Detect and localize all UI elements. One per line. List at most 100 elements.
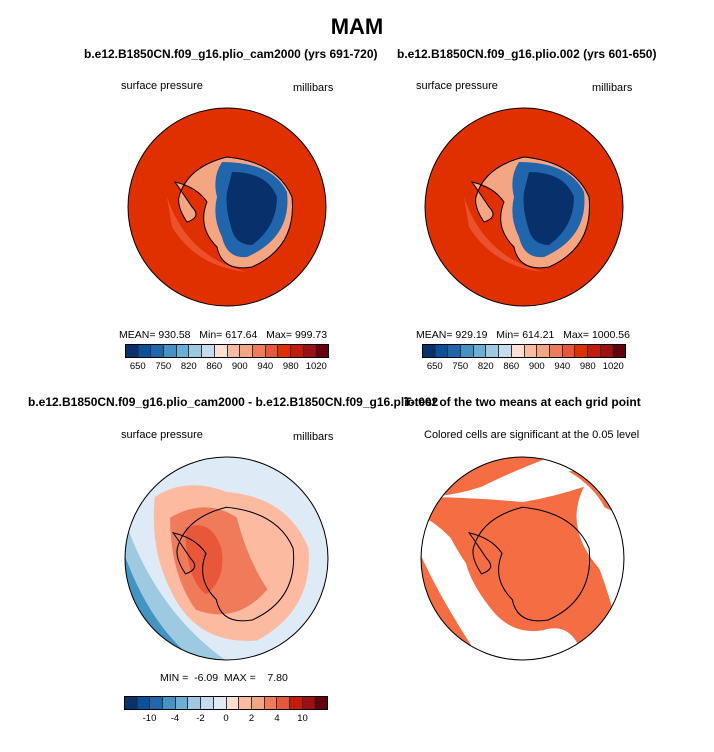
colorbar-tick-label: 940: [554, 361, 571, 372]
colorbar-swatch-14: [302, 697, 316, 709]
map-border: [424, 107, 624, 307]
coastline: [468, 506, 591, 622]
colorbar-tick-label: 900: [231, 361, 248, 372]
map-border: [420, 456, 625, 661]
panel-3-colorbar-ticks: -10 -4 -2 0 2 4 10: [124, 713, 328, 725]
panel-1-map: [127, 107, 327, 307]
colorbar-swatch-6: [202, 345, 215, 357]
colorbar-tick-label: 2: [248, 713, 255, 724]
colorbar-swatch-15: [613, 345, 625, 357]
panel-2-variable-label: surface pressure: [416, 80, 498, 92]
colorbar-swatch-4: [176, 345, 190, 357]
coastline: [172, 506, 295, 622]
colorbar-tick-label: 750: [452, 361, 469, 372]
panel-3-units-label: millibars: [293, 431, 334, 443]
panel-2-colorbar-ticks: 650 750 820 860 900 940 980 1020: [422, 361, 626, 373]
colorbar-swatch-0: [126, 345, 139, 357]
colorbar-swatch-2: [151, 345, 165, 357]
colorbar-swatch-0: [423, 345, 436, 357]
significant-cells: [421, 486, 624, 660]
colorbar-swatch-11: [265, 345, 279, 357]
colorbar-tick-label: 980: [282, 361, 299, 372]
colorbar-swatch-8: [524, 345, 538, 357]
figure-title: MAM: [330, 14, 384, 39]
panel-1-colorbar-ticks: 650 750 820 860 900 940 980 1020: [125, 361, 329, 373]
colorbar-swatch-7: [213, 697, 227, 709]
colorbar-swatch-5: [486, 345, 500, 357]
colorbar-tick-label: 750: [155, 361, 172, 372]
colorbar-tick-label: 980: [579, 361, 596, 372]
colorbar-swatch-9: [240, 345, 253, 357]
colorbar-tick-label: 860: [206, 361, 223, 372]
panel-3-map: [124, 456, 329, 661]
map-border: [124, 456, 329, 661]
colorbar-tick-label: 0: [223, 713, 229, 724]
colorbar-swatch-12: [575, 345, 588, 357]
map-border: [127, 107, 327, 307]
plateau-min: [226, 172, 277, 245]
panel-1-variable-label: surface pressure: [121, 80, 203, 92]
colorbar-swatch-13: [289, 697, 303, 709]
colorbar-tick-label: 820: [180, 361, 197, 372]
colorbar-tick-label: 900: [528, 361, 545, 372]
colorbar-tick-label: 820: [477, 361, 494, 372]
colorbar-swatch-8: [226, 697, 240, 709]
colorbar-swatch-10: [252, 345, 266, 357]
panel-2-map: [424, 107, 624, 307]
panel-3-stats: MIN = -6.09 MAX = 7.80: [160, 672, 288, 684]
colorbar-swatch-3: [164, 345, 177, 357]
colorbar-tick-label: 1020: [305, 361, 327, 372]
colorbar-swatch-13: [587, 345, 601, 357]
colorbar-swatch-11: [562, 345, 576, 357]
colorbar-swatch-8: [227, 345, 241, 357]
panel-4-caption: Colored cells are significant at the 0.0…: [424, 429, 640, 441]
colorbar-swatch-9: [537, 345, 550, 357]
colorbar-tick-label: -2: [196, 713, 205, 724]
colorbar-swatch-11: [264, 697, 278, 709]
panel-1-title: b.e12.B1850CN.f09_g16.plio_cam2000 (yrs …: [84, 47, 378, 61]
colorbar-swatch-7: [511, 345, 525, 357]
colorbar-swatch-2: [150, 697, 164, 709]
colorbar-tick-label: 10: [297, 713, 308, 724]
colorbar-swatch-5: [188, 697, 202, 709]
colorbar-tick-label: 860: [503, 361, 520, 372]
colorbar-swatch-0: [125, 697, 138, 709]
coastline: [173, 156, 293, 269]
coastline: [470, 156, 590, 269]
colorbar-swatch-4: [175, 697, 189, 709]
panel-2-title: b.e12.B1850CN.f09_g16.plio.002 (yrs 601-…: [397, 47, 657, 61]
colorbar-swatch-3: [461, 345, 474, 357]
colorbar-swatch-3: [163, 697, 176, 709]
colorbar-swatch-4: [473, 345, 487, 357]
colorbar-tick-label: -4: [170, 713, 180, 724]
panel-3-variable-label: surface pressure: [121, 429, 203, 441]
colorbar-swatch-10: [549, 345, 563, 357]
panel-2-colorbar: [422, 344, 626, 358]
colorbar-swatch-15: [316, 345, 328, 357]
colorbar-swatch-13: [290, 345, 304, 357]
panel-1-colorbar: [125, 344, 329, 358]
colorbar-tick-label: 940: [257, 361, 274, 372]
colorbar-swatch-12: [277, 697, 290, 709]
panel-1-stats: MEAN= 930.58 Min= 617.64 Max= 999.73: [119, 329, 328, 341]
colorbar-swatch-7: [214, 345, 228, 357]
panel-4-title: T-test of the two means at each grid poi…: [404, 395, 641, 409]
colorbar-swatch-1: [137, 697, 151, 709]
colorbar-swatch-2: [448, 345, 462, 357]
panel-4-map: [420, 456, 625, 661]
colorbar-swatch-14: [303, 345, 317, 357]
colorbar-swatch-15: [315, 697, 327, 709]
panel-2-units-label: millibars: [592, 82, 633, 94]
plateau-min: [523, 172, 574, 245]
colorbar-swatch-1: [435, 345, 449, 357]
panel-1-units-label: millibars: [293, 82, 334, 94]
colorbar-swatch-6: [201, 697, 214, 709]
colorbar-tick-label: -10: [142, 713, 157, 724]
panel-2-stats: MEAN= 929.19 Min= 614.21 Max= 1000.56: [416, 329, 630, 341]
colorbar-swatch-1: [138, 345, 152, 357]
colorbar-swatch-12: [278, 345, 291, 357]
colorbar-swatch-5: [189, 345, 203, 357]
colorbar-swatch-6: [499, 345, 512, 357]
colorbar-tick-label: 4: [274, 713, 280, 724]
colorbar-swatch-14: [600, 345, 614, 357]
